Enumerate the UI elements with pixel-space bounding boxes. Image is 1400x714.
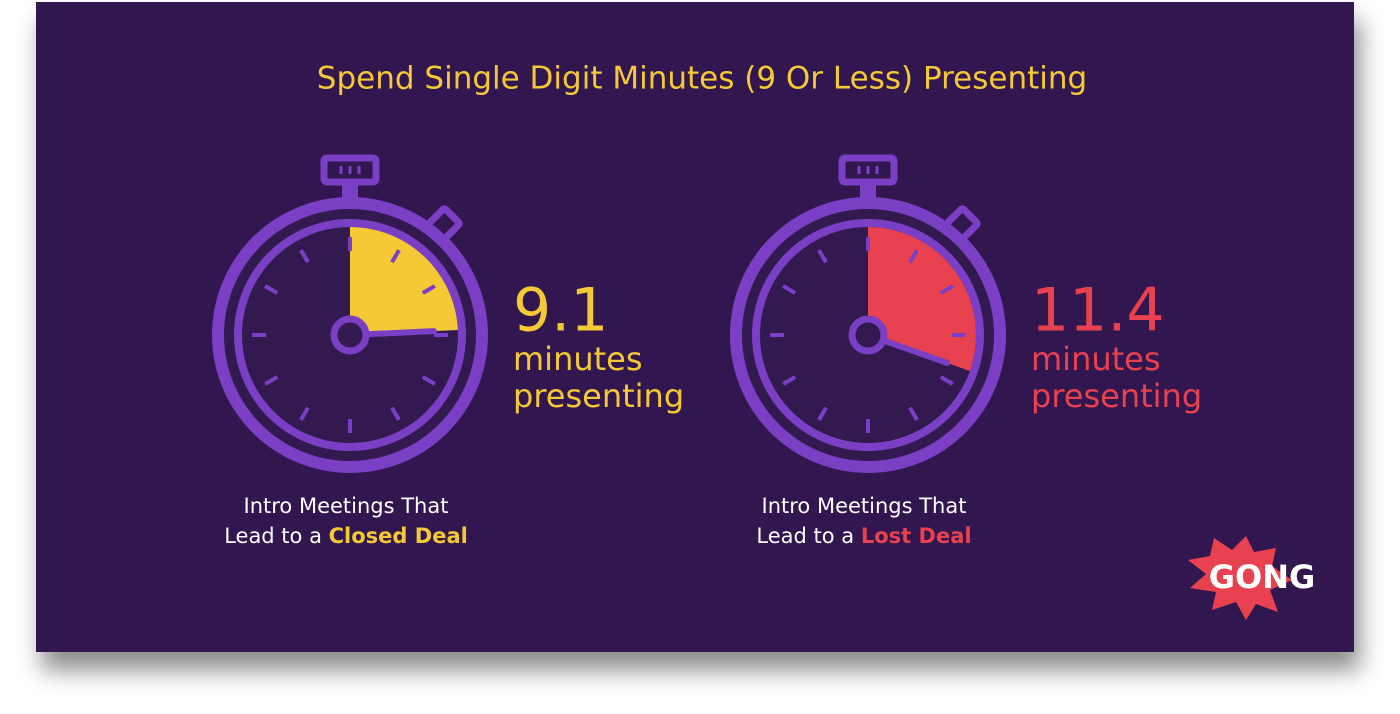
value: 9.1 (513, 276, 608, 346)
unit-line: minutes (1031, 340, 1161, 378)
unit-line: minutes (513, 340, 643, 378)
logo-burst (1188, 536, 1292, 620)
dial-tick (908, 249, 919, 264)
inner-ring (234, 219, 466, 451)
time-wedge (350, 227, 458, 335)
dial-tick (299, 249, 310, 264)
unit-line: presenting (1031, 377, 1202, 415)
dial-tick (299, 406, 310, 421)
dial-tick (939, 284, 954, 295)
caption-space (322, 524, 329, 548)
stopwatch (730, 154, 1006, 473)
stopwatch (212, 154, 488, 473)
caption-highlight: Closed Deal (329, 524, 468, 548)
logo: GONG (1188, 536, 1315, 620)
unit-line: presenting (513, 377, 684, 415)
dial-tick (939, 375, 954, 386)
caption: Intro Meetings That (762, 494, 967, 518)
dial-tick (421, 375, 436, 386)
dial-tick (908, 406, 919, 421)
caption-text: Lead to a (224, 524, 322, 548)
caption: Lead to a Closed Deal (224, 524, 468, 548)
dial-tick (390, 406, 401, 421)
logo-text: GONG (1209, 558, 1316, 596)
value: 11.4 (1031, 276, 1165, 346)
caption-space (854, 524, 861, 548)
time-wedge (868, 227, 976, 371)
dial-tick (264, 284, 279, 295)
dial-tick (782, 284, 797, 295)
inner-ring (752, 219, 984, 451)
dial-tick (264, 375, 279, 386)
dial-tick (817, 406, 828, 421)
dial-tick (817, 249, 828, 264)
dial-tick (421, 284, 436, 295)
caption: Intro Meetings That (244, 494, 449, 518)
caption: Lead to a Lost Deal (756, 524, 971, 548)
caption-text: Lead to a (756, 524, 854, 548)
caption-highlight: Lost Deal (861, 524, 972, 548)
title: Spend Single Digit Minutes (9 Or Less) P… (317, 61, 1087, 97)
hub (330, 315, 370, 355)
hub (848, 315, 888, 355)
dial-tick (390, 249, 401, 264)
dial-tick (782, 375, 797, 386)
